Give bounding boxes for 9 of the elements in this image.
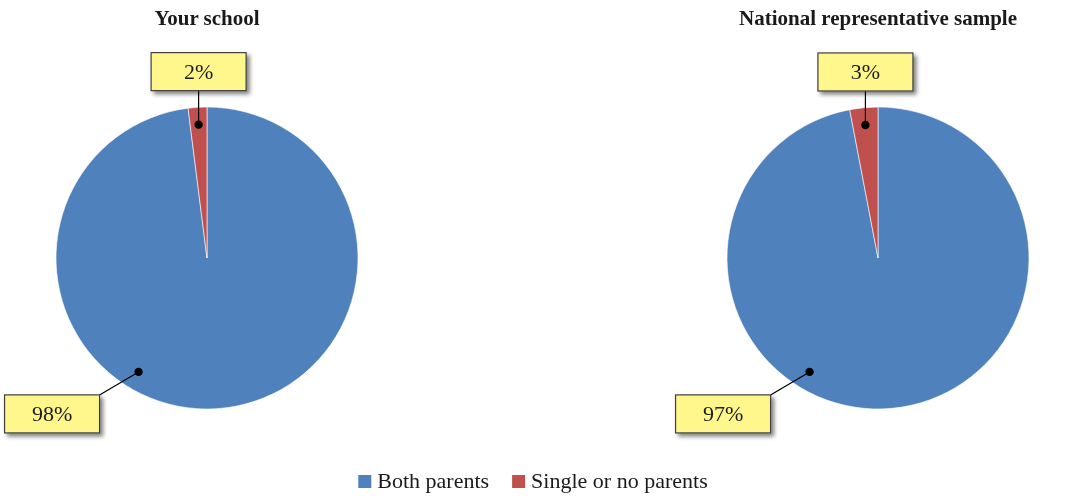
chart-title: Your school (154, 6, 260, 30)
legend-label: Single or no parents (531, 468, 708, 493)
data-label: 3% (850, 58, 881, 84)
pie-slice (55, 106, 359, 409)
data-label: 97% (702, 400, 744, 426)
data-label: 98% (31, 400, 73, 426)
data-label: 2% (183, 58, 214, 84)
chart-title: National representative sample (738, 6, 1018, 30)
legend-label: Both parents (377, 468, 490, 493)
